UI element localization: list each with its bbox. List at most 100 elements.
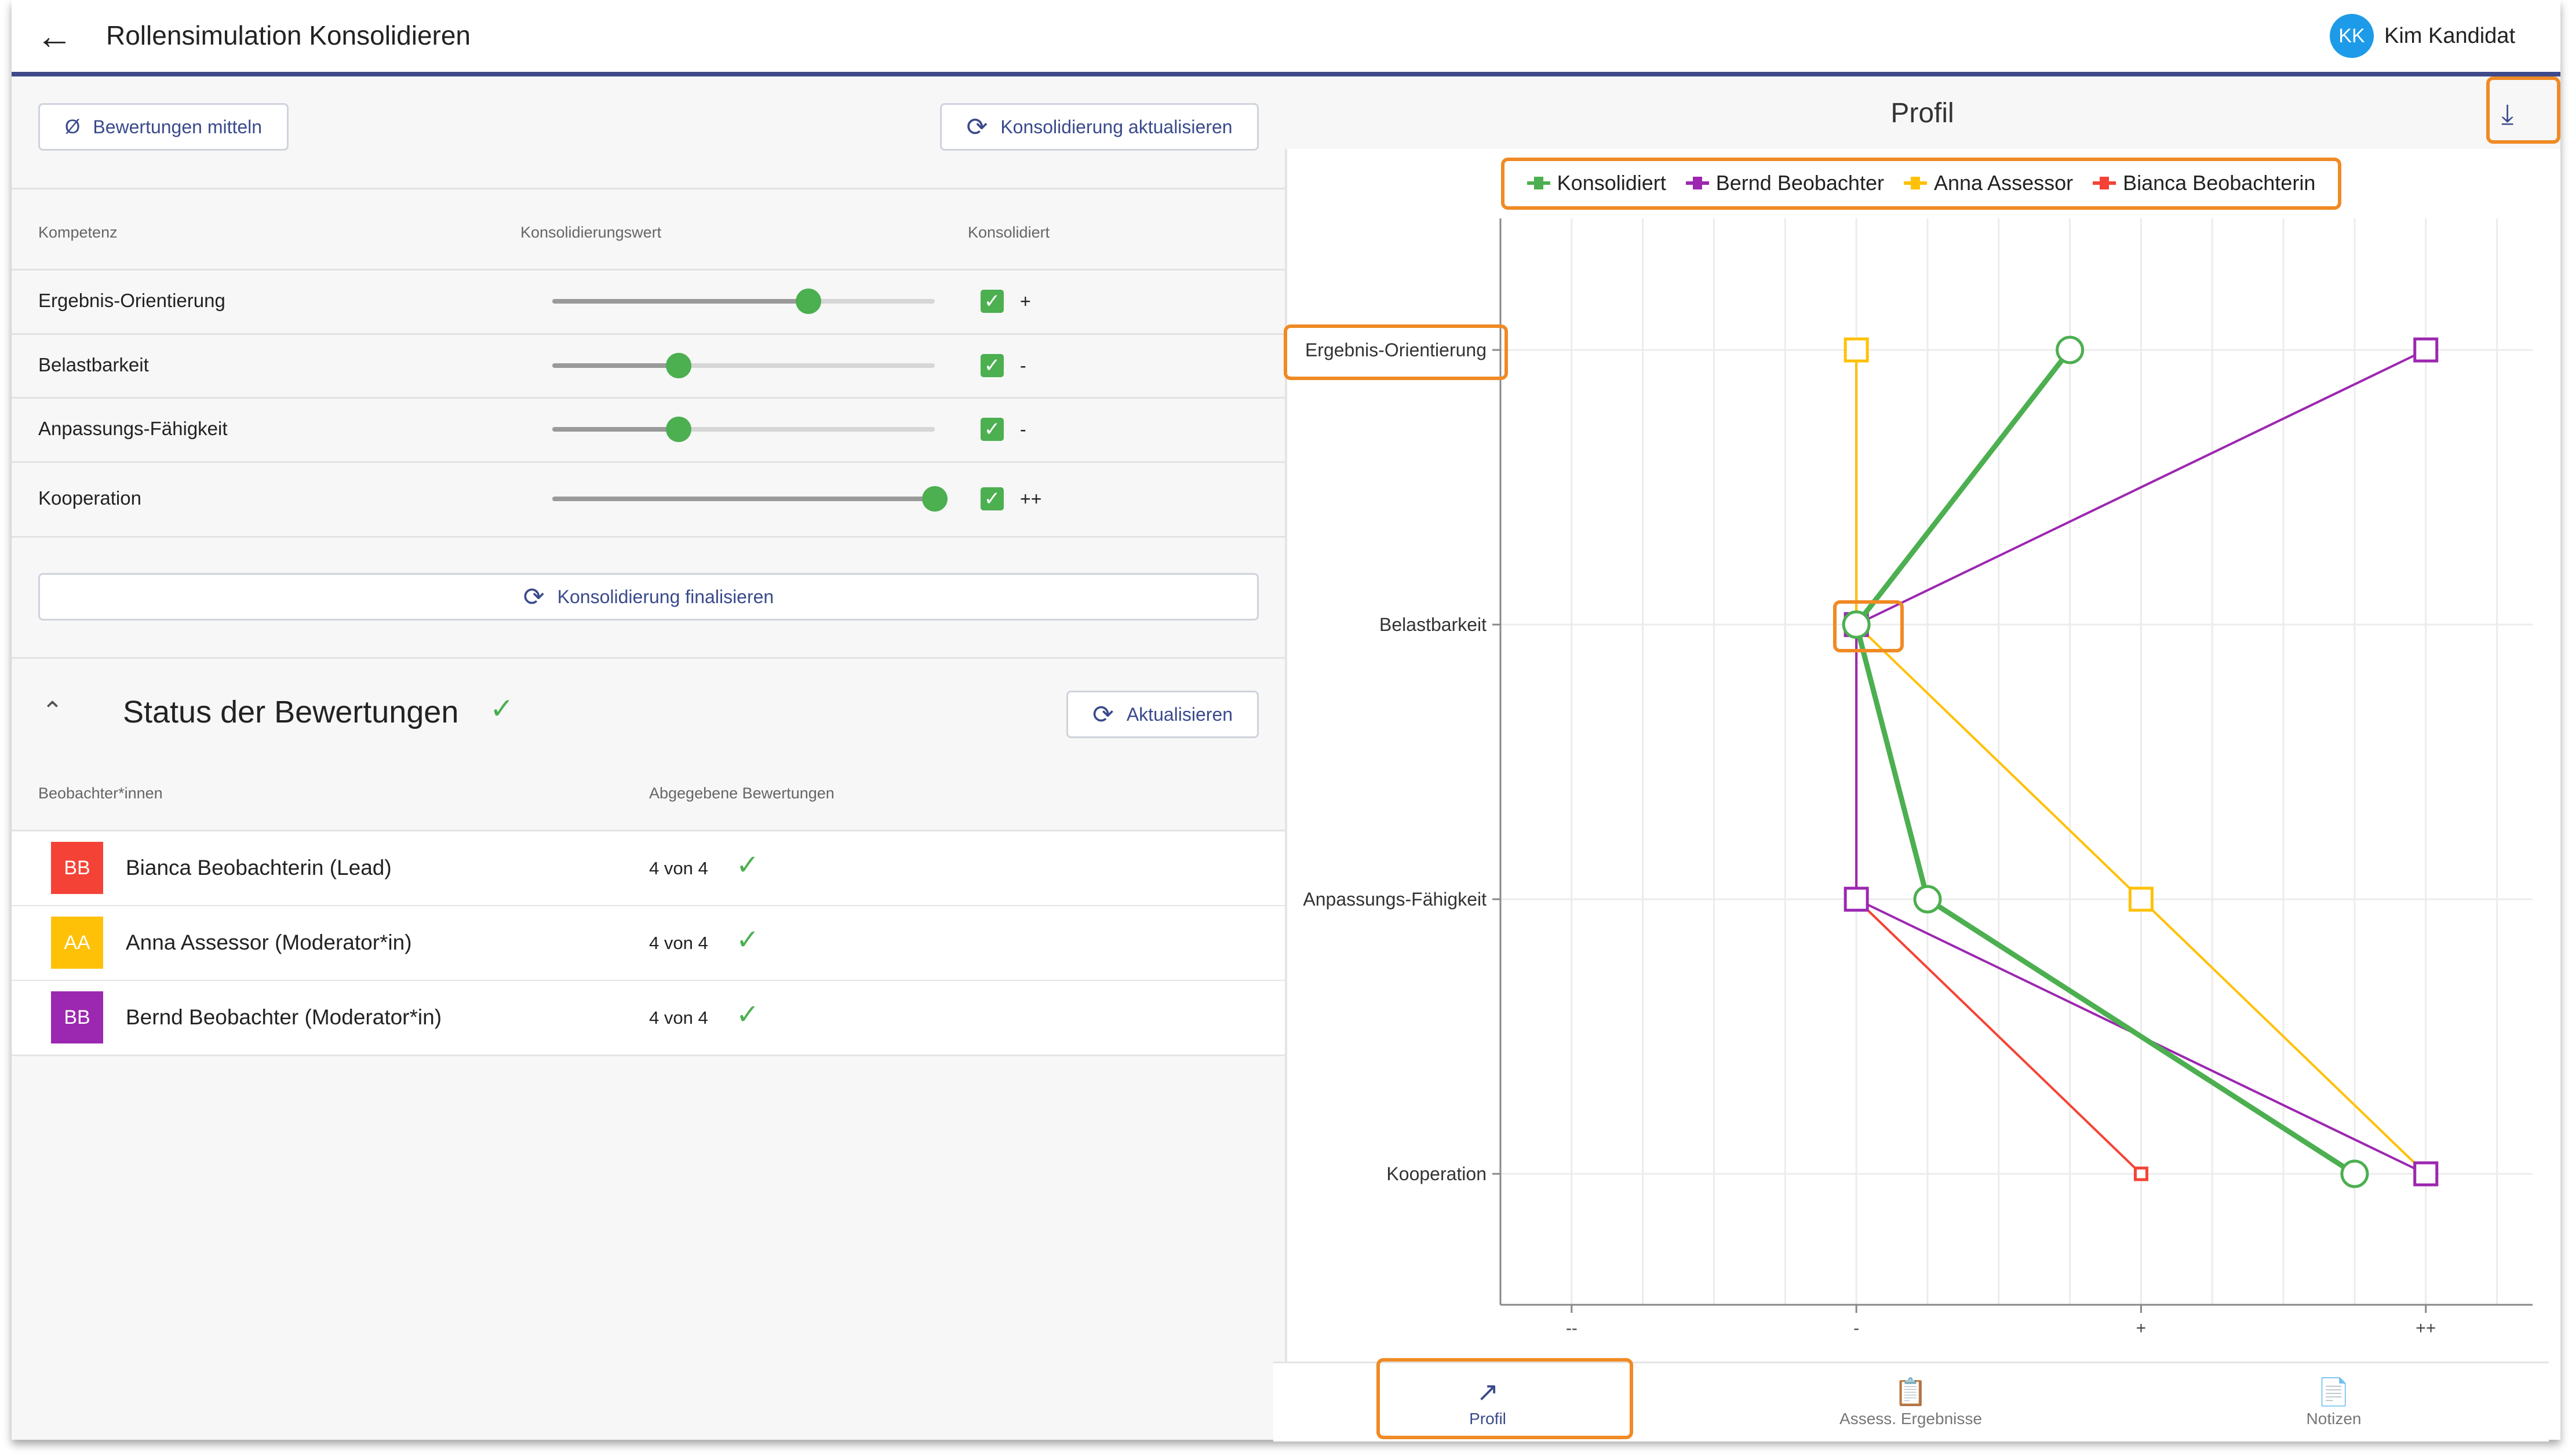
legend-item[interactable]: Bianca Beobachterin: [2093, 171, 2315, 195]
app-window: ← Rollensimulation Konsolidieren KK Kim …: [12, 0, 2560, 1440]
slider-thumb[interactable]: [796, 288, 822, 314]
refresh-status-label: Aktualisieren: [1126, 703, 1233, 725]
profile-title: Profil: [1890, 98, 1954, 129]
profile-header: [1285, 76, 2560, 149]
refresh-status-button[interactable]: ⟳ Aktualisieren: [1066, 691, 1259, 738]
consolidation-slider[interactable]: [552, 486, 948, 512]
legend-item[interactable]: Anna Assessor: [1903, 171, 2074, 195]
check-icon: ✓: [736, 850, 760, 881]
data-point: [2056, 335, 2085, 364]
app-bar: ← Rollensimulation Konsolidieren KK Kim …: [12, 0, 2560, 76]
observer-row: BB Bernd Beobachter (Moderator*in) 4 von…: [12, 981, 1285, 1056]
competence-label: Anpassungs-Fähigkeit: [38, 417, 228, 439]
slider-thumb[interactable]: [665, 352, 691, 378]
check-icon: ✓: [736, 999, 760, 1030]
consolidated-checkbox[interactable]: ✓: [981, 417, 1004, 441]
average-ratings-label: Bewertungen mitteln: [93, 116, 263, 137]
legend-item[interactable]: Konsolidiert: [1527, 171, 1666, 195]
profile-panel: [1285, 76, 2560, 1440]
avatar: BB: [51, 991, 103, 1043]
slider-fill: [552, 426, 679, 432]
finalize-consolidation-button[interactable]: ⟳ Konsolidierung finalisieren: [38, 573, 1259, 621]
user-menu[interactable]: KK Kim Kandidat: [2329, 14, 2515, 58]
average-ratings-button[interactable]: Ø Bewertungen mitteln: [38, 103, 289, 151]
finalize-consolidation-label: Konsolidierung finalisieren: [557, 586, 774, 607]
legend-swatch: [2093, 177, 2116, 189]
data-point: [2128, 886, 2154, 912]
bottom-navigation: ↗ Profil 📋 Assess. Ergebnisse 📄 Notizen: [1273, 1362, 2549, 1442]
slider-fill: [552, 496, 935, 501]
legend-label: Anna Assessor: [1933, 171, 2074, 195]
observer-row: BB Bianca Beobachterin (Lead) 4 von 4 ✓: [12, 831, 1285, 907]
competence-label: Kooperation: [38, 487, 141, 509]
tab-assessment-results-label: Assess. Ergebnisse: [1839, 1409, 1982, 1428]
consolidated-checkbox[interactable]: ✓: [981, 487, 1004, 510]
submitted-count: 4 von 4: [649, 858, 708, 878]
update-consolidation-button[interactable]: ⟳ Konsolidierung aktualisieren: [940, 103, 1259, 151]
data-point: [1844, 886, 1869, 912]
chart-legend: Konsolidiert Bernd Beobachter Anna Assesso…: [1504, 160, 2338, 206]
data-point: [1844, 337, 1869, 363]
tab-notes[interactable]: 📄 Notizen: [2206, 1363, 2461, 1442]
chart-line-icon: ↗: [1476, 1376, 1499, 1407]
series-line: [1855, 350, 2427, 1175]
category-label: Kooperation: [1386, 1163, 1487, 1184]
consolidated-checkbox[interactable]: ✓: [981, 289, 1004, 313]
submitted-count: 4 von 4: [649, 1008, 708, 1028]
column-header-observer: Beobachter*innen: [38, 784, 163, 802]
average-symbol-icon: Ø: [64, 115, 81, 138]
status-title: Status der Bewertungen: [123, 695, 459, 729]
legend-item[interactable]: Bernd Beobachter: [1685, 171, 1884, 195]
legend-swatch: [1903, 177, 1927, 189]
consolidation-slider[interactable]: [552, 416, 935, 442]
check-icon: ✓: [736, 925, 760, 955]
column-header-consolidated: Konsolidiert: [968, 224, 1050, 241]
chevron-up-icon[interactable]: ⌃: [42, 697, 63, 725]
download-icon[interactable]: ⤓: [2501, 99, 2514, 130]
legend-label: Bernd Beobachter: [1715, 171, 1884, 195]
rating-symbol: -: [1020, 355, 1026, 376]
tab-assessment-results[interactable]: 📋 Assess. Ergebnisse: [1783, 1363, 2038, 1442]
data-point: [2133, 1166, 2148, 1181]
category-label: Anpassungs-Fähigkeit: [1303, 889, 1487, 910]
consolidation-slider[interactable]: [552, 288, 935, 314]
legend-label: Bianca Beobachterin: [2123, 171, 2316, 195]
submitted-count: 4 von 4: [649, 933, 708, 953]
arrow-left-icon[interactable]: ←: [36, 15, 73, 57]
refresh-icon: ⟳: [1092, 700, 1114, 729]
legend-swatch: [1685, 177, 1709, 189]
data-point: [2340, 1159, 2369, 1188]
profile-chart: -- - + ++Ergebnis-OrientierungBelastbarkeit…: [1303, 218, 2533, 1338]
slider-thumb[interactable]: [665, 416, 691, 442]
document-icon: 📄: [2317, 1376, 2351, 1407]
tab-notes-label: Notizen: [2306, 1409, 2362, 1428]
rating-symbol: -: [1020, 418, 1026, 440]
data-point: [2413, 1161, 2439, 1187]
observer-name: Bianca Beobachterin (Lead): [126, 856, 392, 880]
legend-swatch: [1527, 177, 1550, 189]
highlight-download: [2486, 76, 2560, 144]
observer-name: Anna Assessor (Moderator*in): [126, 930, 412, 954]
tab-profile[interactable]: ↗ Profil: [1360, 1363, 1615, 1442]
highlight-legend: [1501, 158, 2341, 210]
legend-label: Konsolidiert: [1557, 171, 1666, 195]
category-label: Ergebnis-Orientierung: [1305, 340, 1487, 360]
highlight-data-point: [1833, 600, 1904, 652]
tab-profile-label: Profil: [1469, 1409, 1506, 1428]
consolidated-checkbox[interactable]: ✓: [981, 353, 1004, 377]
x-tick-label: ++: [2416, 1319, 2436, 1338]
slider-fill: [552, 298, 809, 304]
clipboard-icon: 📋: [1894, 1376, 1928, 1407]
category-label: Belastbarkeit: [1379, 614, 1487, 635]
slider-fill: [552, 363, 679, 368]
series-line: [1853, 348, 2356, 1176]
check-icon: ✓: [490, 692, 514, 725]
column-header-submitted: Abgegebene Bewertungen: [649, 784, 835, 802]
consolidation-slider[interactable]: [552, 352, 935, 378]
rating-symbol: +: [1020, 290, 1031, 312]
highlight-category-label: [1284, 324, 1508, 380]
observer-row: AA Anna Assessor (Moderator*in) 4 von 4 …: [12, 906, 1285, 981]
refresh-icon: ⟳: [966, 112, 988, 141]
avatar: BB: [51, 842, 103, 894]
slider-thumb[interactable]: [922, 486, 948, 512]
